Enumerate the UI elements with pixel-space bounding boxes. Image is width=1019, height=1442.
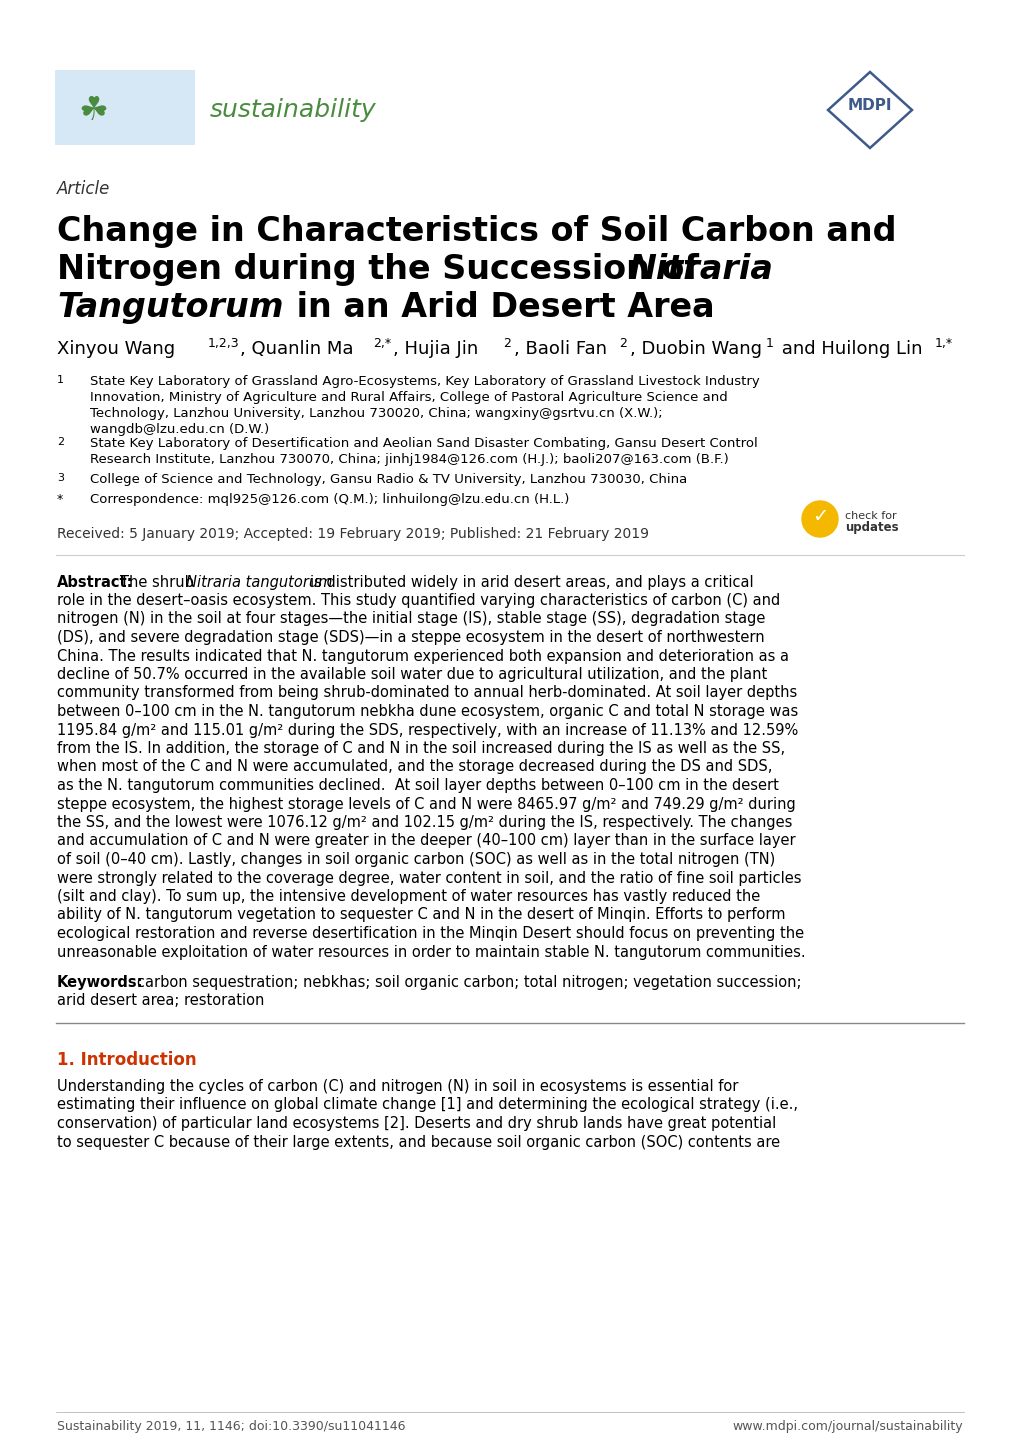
Text: 1,2,3: 1,2,3 bbox=[208, 337, 239, 350]
Text: 1: 1 bbox=[57, 375, 64, 385]
Text: 3: 3 bbox=[57, 473, 64, 483]
Text: and accumulation of C and N were greater in the deeper (40–100 cm) layer than in: and accumulation of C and N were greater… bbox=[57, 833, 795, 848]
Text: as the N. tangutorum communities declined.  At soil layer depths between 0–100 c: as the N. tangutorum communities decline… bbox=[57, 779, 779, 793]
Text: carbon sequestration; nebkhas; soil organic carbon; total nitrogen; vegetation s: carbon sequestration; nebkhas; soil orga… bbox=[137, 975, 801, 991]
Text: Received: 5 January 2019; Accepted: 19 February 2019; Published: 21 February 201: Received: 5 January 2019; Accepted: 19 F… bbox=[57, 526, 648, 541]
Text: 1. Introduction: 1. Introduction bbox=[57, 1051, 197, 1069]
Text: decline of 50.7% occurred in the available soil water due to agricultural utiliz: decline of 50.7% occurred in the availab… bbox=[57, 668, 766, 682]
Text: Change in Characteristics of Soil Carbon and: Change in Characteristics of Soil Carbon… bbox=[57, 215, 896, 248]
Text: check for: check for bbox=[844, 510, 896, 521]
Text: conservation) of particular land ecosystems [2]. Deserts and dry shrub lands hav: conservation) of particular land ecosyst… bbox=[57, 1116, 775, 1131]
Text: Xinyou Wang: Xinyou Wang bbox=[57, 340, 180, 358]
Text: Technology, Lanzhou University, Lanzhou 730020, China; wangxiny@gsrtvu.cn (X.W.): Technology, Lanzhou University, Lanzhou … bbox=[90, 407, 662, 420]
Text: Tangutorum: Tangutorum bbox=[57, 291, 283, 324]
Text: Correspondence: mql925@126.com (Q.M.); linhuilong@lzu.edu.cn (H.L.): Correspondence: mql925@126.com (Q.M.); l… bbox=[90, 493, 569, 506]
Text: 2: 2 bbox=[502, 337, 511, 350]
Text: Abstract:: Abstract: bbox=[57, 575, 133, 590]
Text: ability of N. tangutorum vegetation to sequester C and N in the desert of Minqin: ability of N. tangutorum vegetation to s… bbox=[57, 907, 785, 923]
Text: from the IS. In addition, the storage of C and N in the soil increased during th: from the IS. In addition, the storage of… bbox=[57, 741, 785, 756]
Text: Understanding the cycles of carbon (C) and nitrogen (N) in soil in ecosystems is: Understanding the cycles of carbon (C) a… bbox=[57, 1079, 738, 1094]
Text: Article: Article bbox=[57, 180, 110, 198]
Text: College of Science and Technology, Gansu Radio & TV University, Lanzhou 730030, : College of Science and Technology, Gansu… bbox=[90, 473, 687, 486]
Text: estimating their influence on global climate change [1] and determining the ecol: estimating their influence on global cli… bbox=[57, 1097, 797, 1112]
Circle shape bbox=[801, 500, 838, 536]
FancyBboxPatch shape bbox=[55, 71, 195, 146]
Text: 2,*: 2,* bbox=[373, 337, 390, 350]
Text: Innovation, Ministry of Agriculture and Rural Affairs, College of Pastoral Agric: Innovation, Ministry of Agriculture and … bbox=[90, 391, 727, 404]
Text: (silt and clay). To sum up, the intensive development of water resources has vas: (silt and clay). To sum up, the intensiv… bbox=[57, 890, 759, 904]
Text: of soil (0–40 cm). Lastly, changes in soil organic carbon (SOC) as well as in th: of soil (0–40 cm). Lastly, changes in so… bbox=[57, 852, 774, 867]
Text: sustainability: sustainability bbox=[210, 98, 376, 123]
Text: 1195.84 g/m² and 115.01 g/m² during the SDS, respectively, with an increase of 1: 1195.84 g/m² and 115.01 g/m² during the … bbox=[57, 722, 798, 737]
Text: and Huilong Lin: and Huilong Lin bbox=[775, 340, 927, 358]
Text: 2: 2 bbox=[619, 337, 627, 350]
Text: nitrogen (N) in the soil at four stages—the initial stage (IS), stable stage (SS: nitrogen (N) in the soil at four stages—… bbox=[57, 611, 764, 626]
Text: The shrub: The shrub bbox=[120, 575, 199, 590]
Text: (DS), and severe degradation stage (SDS)—in a steppe ecosystem in the desert of : (DS), and severe degradation stage (SDS)… bbox=[57, 630, 764, 645]
Text: State Key Laboratory of Grassland Agro-Ecosystems, Key Laboratory of Grassland L: State Key Laboratory of Grassland Agro-E… bbox=[90, 375, 759, 388]
Text: MDPI: MDPI bbox=[847, 98, 892, 114]
Text: , Hujia Jin: , Hujia Jin bbox=[392, 340, 484, 358]
Text: community transformed from being shrub-dominated to annual herb-dominated. At so: community transformed from being shrub-d… bbox=[57, 685, 797, 701]
Text: the SS, and the lowest were 1076.12 g/m² and 102.15 g/m² during the IS, respecti: the SS, and the lowest were 1076.12 g/m²… bbox=[57, 815, 792, 831]
Text: between 0–100 cm in the N. tangutorum nebkha dune ecosystem, organic C and total: between 0–100 cm in the N. tangutorum ne… bbox=[57, 704, 798, 720]
Text: to sequester C because of their large extents, and because soil organic carbon (: to sequester C because of their large ex… bbox=[57, 1135, 780, 1149]
Text: ✓: ✓ bbox=[811, 508, 827, 526]
Text: were strongly related to the coverage degree, water content in soil, and the rat: were strongly related to the coverage de… bbox=[57, 871, 801, 885]
Text: ☘: ☘ bbox=[77, 94, 108, 127]
Text: , Quanlin Ma: , Quanlin Ma bbox=[239, 340, 359, 358]
Text: Keywords:: Keywords: bbox=[57, 975, 144, 991]
Text: China. The results indicated that N. tangutorum experienced both expansion and d: China. The results indicated that N. tan… bbox=[57, 649, 789, 663]
Text: is distributed widely in arid desert areas, and plays a critical: is distributed widely in arid desert are… bbox=[310, 575, 753, 590]
Text: Nitraria tangutorum: Nitraria tangutorum bbox=[185, 575, 332, 590]
Text: Nitrogen during the Succession of: Nitrogen during the Succession of bbox=[57, 252, 710, 286]
Text: ecological restoration and reverse desertification in the Minqin Desert should f: ecological restoration and reverse deser… bbox=[57, 926, 803, 942]
Text: arid desert area; restoration: arid desert area; restoration bbox=[57, 994, 264, 1008]
Text: steppe ecosystem, the highest storage levels of C and N were 8465.97 g/m² and 74: steppe ecosystem, the highest storage le… bbox=[57, 796, 795, 812]
Text: *: * bbox=[57, 493, 63, 506]
Text: unreasonable exploitation of water resources in order to maintain stable N. tang: unreasonable exploitation of water resou… bbox=[57, 945, 805, 959]
Text: Research Institute, Lanzhou 730070, China; jinhj1984@126.com (H.J.); baoli207@16: Research Institute, Lanzhou 730070, Chin… bbox=[90, 453, 728, 466]
Text: wangdb@lzu.edu.cn (D.W.): wangdb@lzu.edu.cn (D.W.) bbox=[90, 423, 269, 435]
Text: 1,*: 1,* bbox=[934, 337, 952, 350]
Text: 1: 1 bbox=[765, 337, 773, 350]
Text: , Baoli Fan: , Baoli Fan bbox=[514, 340, 612, 358]
Text: Sustainability 2019, 11, 1146; doi:10.3390/su11041146: Sustainability 2019, 11, 1146; doi:10.33… bbox=[57, 1420, 406, 1433]
Text: updates: updates bbox=[844, 521, 898, 534]
Text: Nitraria: Nitraria bbox=[628, 252, 772, 286]
Text: , Duobin Wang: , Duobin Wang bbox=[630, 340, 767, 358]
Text: in an Arid Desert Area: in an Arid Desert Area bbox=[284, 291, 714, 324]
Text: www.mdpi.com/journal/sustainability: www.mdpi.com/journal/sustainability bbox=[732, 1420, 962, 1433]
Text: State Key Laboratory of Desertification and Aeolian Sand Disaster Combating, Gan: State Key Laboratory of Desertification … bbox=[90, 437, 757, 450]
Text: when most of the C and N were accumulated, and the storage decreased during the : when most of the C and N were accumulate… bbox=[57, 760, 771, 774]
Text: 2: 2 bbox=[57, 437, 64, 447]
Text: role in the desert–oasis ecosystem. This study quantified varying characteristic: role in the desert–oasis ecosystem. This… bbox=[57, 593, 780, 609]
